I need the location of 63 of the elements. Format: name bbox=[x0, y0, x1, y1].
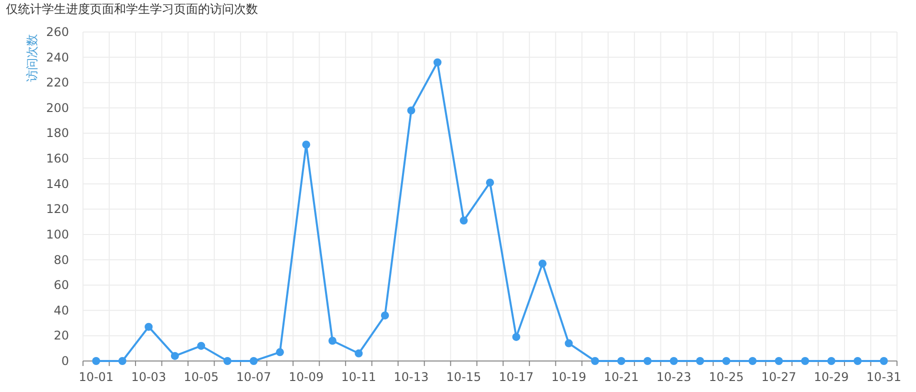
x-tick-label: 10-11 bbox=[341, 370, 376, 384]
x-tick-label: 10-29 bbox=[814, 370, 849, 384]
point bbox=[354, 349, 363, 358]
x-tick-label: 10-23 bbox=[656, 370, 692, 384]
y-tick-label: 200 bbox=[46, 100, 69, 115]
y-tick-label: 100 bbox=[46, 227, 69, 242]
x-tick-label: 10-31 bbox=[866, 370, 902, 384]
y-tick-label: 120 bbox=[46, 202, 69, 216]
point bbox=[380, 311, 389, 320]
point bbox=[144, 322, 153, 331]
x-tick-label: 10-27 bbox=[761, 370, 796, 384]
point bbox=[302, 140, 310, 149]
point bbox=[617, 357, 626, 365]
x-tick-label: 10-01 bbox=[78, 370, 114, 384]
y-tick-label: 220 bbox=[46, 76, 69, 90]
point bbox=[92, 357, 100, 365]
y-tick-label: 240 bbox=[46, 50, 69, 64]
point bbox=[670, 357, 678, 365]
x-tick-label: 10-03 bbox=[131, 370, 166, 384]
y-tick-label: 160 bbox=[46, 152, 69, 166]
x-tick-label: 10-09 bbox=[288, 370, 324, 384]
y-tick-label: 60 bbox=[54, 278, 69, 292]
y-axis-title: 访问次数 bbox=[25, 34, 39, 82]
x-tick-label: 10-21 bbox=[604, 370, 639, 384]
point bbox=[407, 106, 416, 114]
point bbox=[722, 357, 730, 365]
y-tick-label: 80 bbox=[54, 252, 69, 267]
x-tick-label: 10-07 bbox=[236, 370, 272, 384]
point bbox=[223, 357, 232, 365]
chart-title: 仅统计学生进度页面和学生学习页面的访问次数 bbox=[6, 2, 258, 16]
point bbox=[801, 357, 810, 365]
point bbox=[644, 357, 652, 365]
x-tick-label: 10-19 bbox=[551, 370, 586, 384]
y-tick-label: 0 bbox=[61, 354, 69, 368]
point bbox=[774, 357, 783, 365]
point bbox=[460, 216, 468, 225]
point bbox=[197, 342, 206, 350]
x-tick-label: 10-15 bbox=[446, 370, 482, 384]
point bbox=[170, 352, 179, 360]
point bbox=[433, 58, 442, 66]
y-tick-label: 20 bbox=[54, 328, 69, 343]
point bbox=[880, 357, 888, 365]
x-tick-label: 10-17 bbox=[498, 370, 534, 384]
point bbox=[250, 357, 258, 365]
point bbox=[696, 357, 704, 365]
x-tick-label: 10-13 bbox=[394, 370, 429, 384]
point bbox=[118, 357, 126, 365]
y-tick-label: 260 bbox=[46, 25, 69, 39]
point bbox=[512, 332, 520, 341]
x-tick-label: 10-25 bbox=[708, 370, 744, 384]
point bbox=[564, 339, 573, 348]
y-tick-label: 180 bbox=[46, 126, 69, 140]
y-tick-label: 140 bbox=[46, 176, 69, 191]
point bbox=[854, 357, 862, 365]
point bbox=[486, 178, 494, 187]
x-tick-label: 10-05 bbox=[184, 370, 219, 384]
point bbox=[328, 336, 336, 345]
y-tick-label: 40 bbox=[54, 303, 69, 318]
point bbox=[591, 357, 600, 365]
point bbox=[276, 348, 284, 356]
point bbox=[827, 357, 836, 365]
point bbox=[538, 260, 547, 268]
point bbox=[748, 357, 757, 365]
